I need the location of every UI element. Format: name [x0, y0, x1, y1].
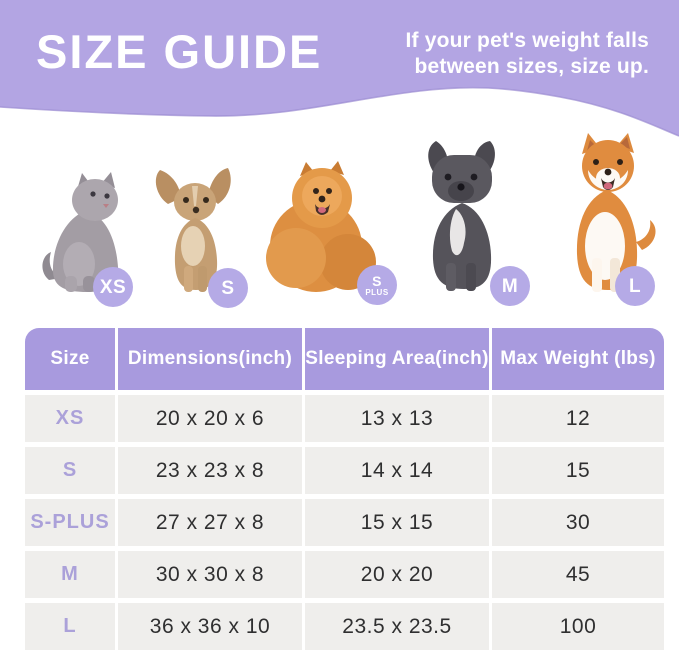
table-cell-sleeping-area: 20 x 20 [305, 551, 489, 598]
table-cell-dimensions: 27 x 27 x 8 [118, 499, 302, 546]
table-cell-size: L [25, 603, 115, 650]
column-header-sleeping-area: Sleeping Area(inch) [305, 328, 489, 390]
size-badge-m-label: M [501, 275, 519, 297]
size-badge-s-plus-sublabel: PLUS [365, 287, 389, 297]
size-table: Size Dimensions(inch) Sleeping Area(inch… [25, 328, 664, 650]
table-cell-max-weight: 15 [492, 447, 664, 494]
header-note-line1: If your pet's weight falls [405, 29, 649, 52]
page-title: SIZE GUIDE [36, 25, 323, 78]
shiba-inu-photo [550, 132, 665, 294]
table-cell-dimensions: 36 x 36 x 10 [118, 603, 302, 650]
size-badge-s-plus: S PLUS [357, 265, 397, 305]
size-badge-l-label: L [628, 275, 642, 297]
table-cell-dimensions: 30 x 30 x 8 [118, 551, 302, 598]
pets-row: XS S [0, 130, 679, 308]
table-cell-size: S-PLUS [25, 499, 115, 546]
chihuahua-photo [148, 166, 240, 294]
table-cell-size: M [25, 551, 115, 598]
table-cell-dimensions: 23 x 23 x 8 [118, 447, 302, 494]
french-bulldog-photo [412, 139, 512, 294]
size-badge-xs-label: XS [99, 276, 127, 298]
size-badge-s: S [208, 268, 248, 308]
table-cell-sleeping-area: 13 x 13 [305, 395, 489, 442]
table-cell-size: XS [25, 395, 115, 442]
size-badge-s-plus-label: S [372, 272, 382, 289]
header-note-line2: between sizes, size up. [414, 54, 649, 78]
table-cell-dimensions: 20 x 20 x 6 [118, 395, 302, 442]
size-badge-m: M [490, 266, 530, 306]
header-banner [0, 0, 679, 80]
header-wave-shape [0, 80, 679, 137]
table-cell-max-weight: 45 [492, 551, 664, 598]
table-cell-sleeping-area: 23.5 x 23.5 [305, 603, 489, 650]
table-cell-sleeping-area: 14 x 14 [305, 447, 489, 494]
table-cell-sleeping-area: 15 x 15 [305, 499, 489, 546]
size-badge-s-label: S [221, 277, 235, 299]
column-header-max-weight: Max Weight (lbs) [492, 328, 664, 390]
header-note: If your pet's weight falls between sizes… [405, 28, 649, 79]
table-cell-max-weight: 30 [492, 499, 664, 546]
table-cell-max-weight: 12 [492, 395, 664, 442]
table-cell-size: S [25, 447, 115, 494]
size-badge-xs: XS [93, 267, 133, 307]
table-cell-max-weight: 100 [492, 603, 664, 650]
column-header-size: Size [25, 328, 115, 390]
column-header-dimensions: Dimensions(inch) [118, 328, 302, 390]
size-badge-l: L [615, 266, 655, 306]
